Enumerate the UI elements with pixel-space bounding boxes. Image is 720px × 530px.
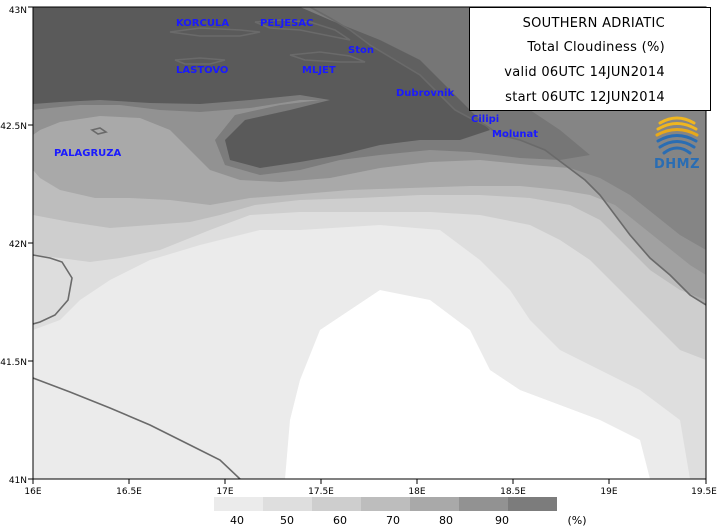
coastline-balkans (309, 7, 706, 306)
x-tick-label: 18.5E (500, 487, 526, 497)
panel-valid-time: valid 06UTC 14JUN2014 (504, 65, 665, 80)
legend-swatch (361, 497, 410, 511)
island-korcula (169, 27, 261, 37)
x-tick-label: 17.5E (308, 487, 334, 497)
info-panel: SOUTHERN ADRIATIC Total Cloudiness (%) v… (469, 7, 711, 111)
place-label-ston: Ston (348, 45, 374, 56)
place-label-korcula: KORCULA (176, 18, 229, 29)
y-tick-label: 42N (9, 240, 27, 250)
legend-label: 40 (230, 514, 244, 527)
x-axis: 16E 16.5E 17E 17.5E 18E 18.5E 19E 19.5E (24, 479, 717, 497)
logo-text: DHMZ (653, 157, 701, 172)
y-tick-label: 43N (9, 6, 27, 16)
legend-swatch (312, 497, 361, 511)
place-label-palagruza: PALAGRUZA (54, 148, 122, 159)
legend-unit: (%) (567, 514, 586, 527)
legend-label: 50 (280, 514, 294, 527)
y-tick-label: 41.5N (0, 358, 27, 368)
legend-swatch (459, 497, 508, 511)
island-mljet (289, 51, 366, 63)
dhmz-logo: DHMZ (648, 113, 706, 175)
x-tick-label: 16E (24, 487, 41, 497)
y-tick-label: 42.5N (0, 122, 27, 132)
place-labels: KORCULA PELJESAC Ston LASTOVO MLJET Dubr… (54, 18, 538, 159)
y-axis: 43N 42.5N 42N 41.5N 41N (0, 6, 33, 486)
legend-label: 70 (386, 514, 400, 527)
x-tick-label: 17E (216, 487, 233, 497)
legend-swatch (410, 497, 459, 511)
coastline-italy-south (33, 377, 241, 479)
coastline-italy (33, 254, 73, 325)
legend-label: 60 (333, 514, 347, 527)
panel-start-time: start 06UTC 12JUN2014 (505, 90, 665, 105)
legend-label: 80 (439, 514, 453, 527)
land-italy (33, 255, 72, 324)
island-peljesac (254, 19, 351, 41)
place-label-peljesac: PELJESAC (260, 18, 313, 29)
legend-swatch (263, 497, 312, 511)
x-tick-label: 19E (600, 487, 617, 497)
panel-parameter: Total Cloudiness (%) (527, 40, 665, 55)
place-label-molunat: Molunat (492, 129, 538, 140)
dhmz-emblem-icon (655, 116, 699, 155)
place-label-mljet: MLJET (302, 65, 336, 76)
panel-title: SOUTHERN ADRIATIC (522, 16, 665, 31)
x-tick-label: 16.5E (116, 487, 142, 497)
place-label-lastovo: LASTOVO (176, 65, 228, 76)
island-lastovo (174, 57, 226, 65)
island-palagruza (90, 127, 108, 135)
y-tick-label: 41N (9, 476, 27, 486)
place-label-cilipi: Cilipi (471, 114, 499, 125)
legend-swatch (214, 497, 263, 511)
coastlines (33, 7, 706, 479)
legend: 40 50 60 70 80 90 (%) (214, 497, 587, 527)
place-label-dubrovnik: Dubrovnik (396, 88, 454, 99)
x-tick-label: 19.5E (691, 487, 717, 497)
legend-swatch (508, 497, 557, 511)
x-tick-label: 18E (408, 487, 425, 497)
cloud-band-100-north (33, 7, 490, 168)
legend-label: 90 (495, 514, 509, 527)
